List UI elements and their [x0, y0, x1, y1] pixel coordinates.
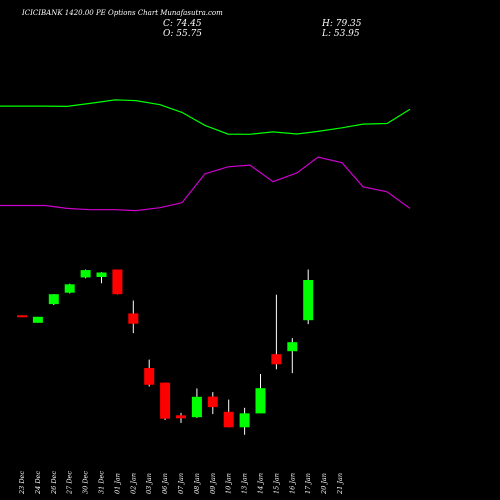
x-tick-label: 27 Dec [66, 471, 74, 495]
x-tick-label: 09 Jan [209, 473, 217, 494]
x-tick-label: 20 Jan [320, 473, 328, 495]
x-tick-label: 03 Jan [145, 473, 153, 494]
x-tick-label: 17 Jan [304, 473, 312, 494]
x-tick-label: 06 Jan [161, 473, 169, 494]
candle [255, 374, 266, 414]
candle-body [191, 396, 202, 418]
candle-body [287, 342, 298, 352]
candle [112, 269, 123, 295]
candle-body [17, 315, 27, 318]
candle [271, 294, 282, 370]
candle [223, 399, 234, 428]
x-tick-label: 14 Jan [257, 473, 265, 494]
x-tick-label: 16 Jan [288, 473, 296, 494]
candle [48, 294, 59, 305]
x-tick-label: 02 Jan [129, 473, 137, 494]
x-tick-label: 07 Jan [177, 473, 185, 494]
candle [176, 412, 186, 423]
candles-layer [17, 269, 314, 435]
x-tick-label: 13 Jan [241, 473, 249, 494]
x-tick-label: 24 Dec [34, 471, 42, 495]
candle-body [176, 415, 186, 419]
candle [128, 300, 139, 334]
candle-body [207, 396, 218, 408]
x-tick-label: 23 Dec [18, 471, 26, 495]
bands-layer [0, 99, 411, 212]
band-lower-line [0, 156, 411, 212]
x-tick-label: 30 Dec [82, 471, 90, 494]
candle [207, 392, 218, 414]
candle-body [32, 316, 43, 323]
candle [80, 269, 91, 279]
x-tick-label: 21 Jan [336, 473, 344, 495]
x-tick-label: 01 Jan [113, 473, 121, 494]
candle [96, 272, 107, 284]
candle [191, 388, 202, 418]
candle-body [239, 413, 250, 428]
candle [239, 407, 250, 435]
candle [160, 382, 171, 420]
candle-body [80, 270, 91, 278]
chart-title: ICICIBANK 1420.00 PE Options Chart Munaf… [21, 9, 223, 17]
candle [287, 338, 298, 374]
low-label: L: 53.95 [321, 29, 360, 39]
candle-body [255, 388, 266, 414]
candle-body [144, 368, 155, 385]
high-label: H: 79.35 [321, 19, 362, 29]
x-tick-label: 10 Jan [225, 473, 233, 494]
candle-body [128, 313, 139, 324]
candle-body [160, 382, 171, 419]
candle-body [112, 269, 123, 295]
x-tick-label: 08 Jan [193, 473, 201, 494]
candle [144, 359, 155, 387]
candle-body [271, 354, 282, 365]
candle [303, 269, 314, 325]
candle [32, 316, 43, 323]
x-tick-label: 15 Jan [272, 473, 280, 494]
candle-body [64, 284, 75, 293]
x-tick-label: 31 Dec [98, 471, 106, 494]
open-label: O: 55.75 [163, 29, 202, 39]
candle-body [223, 411, 234, 428]
band-upper-line [0, 99, 411, 135]
candle-body [48, 294, 59, 305]
candle-body [303, 280, 314, 321]
x-axis: 23 Dec 24 Dec 26 Dec 27 Dec 30 Dec 31 Dec 01 J… [18, 471, 344, 495]
candle-body [96, 272, 107, 277]
candle [17, 315, 27, 318]
x-tick-label: 26 Dec [50, 471, 58, 495]
close-label: C: 74.45 [163, 19, 202, 29]
candle [64, 283, 75, 294]
